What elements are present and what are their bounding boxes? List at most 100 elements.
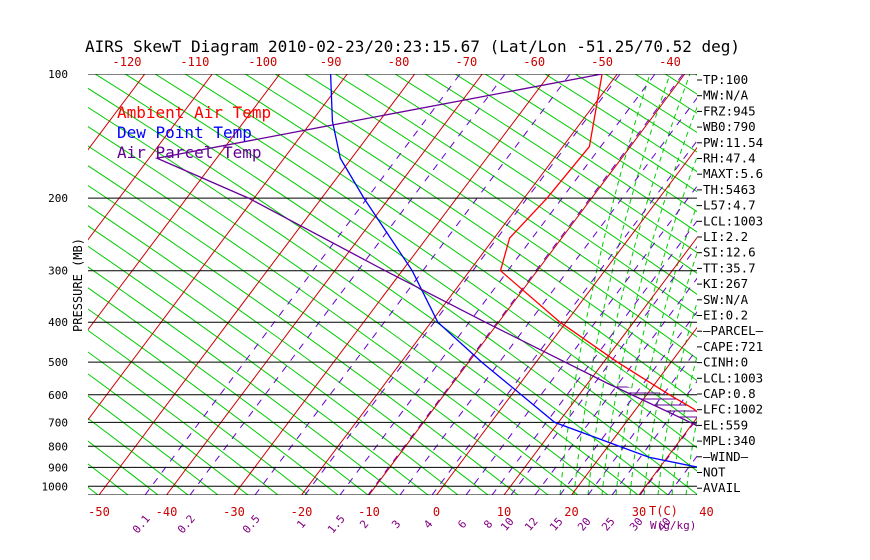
isotherm-line (503, 236, 697, 495)
bottom-tick: -40 (156, 505, 178, 519)
bottom-unit-label: T(C) (649, 504, 678, 518)
dry-adiabat-line (0, 14, 8, 495)
legend-parcel: Air Parcel Temp (117, 143, 262, 162)
dry-adiabat-line (304, 74, 697, 338)
isotherm-line (88, 74, 213, 241)
dry-adiabat-line (604, 74, 697, 134)
dry-adiabat-line (454, 74, 697, 233)
y-axis-label: PRESSURE (MB) (71, 238, 85, 332)
mixing-ratio-label: 0.1 (130, 513, 153, 537)
dry-adiabat-line (88, 329, 309, 495)
side-panel-item: CAPE:721 (703, 339, 763, 354)
profile-series (154, 74, 697, 468)
pressure-tick: 700 (48, 416, 68, 429)
dry-adiabat-line (664, 74, 697, 95)
cape-area (605, 382, 697, 426)
mixing-ratio-line (254, 74, 571, 495)
side-panel-item: TH:5463 (703, 182, 756, 197)
series-line-dewpoint (329, 74, 697, 468)
moist-adiabat-line (573, 74, 671, 495)
mixing-ratio-line (399, 97, 697, 495)
side-panel-item: SI:12.6 (703, 245, 756, 260)
dry-adiabat-line (154, 74, 697, 449)
bottom-tick: 30 (632, 505, 646, 519)
isotherm-line (436, 146, 697, 495)
series-line-parcel (154, 74, 697, 427)
side-panel-item: EL:559 (703, 417, 748, 432)
side-panel-item: MAXT:5.6 (703, 166, 763, 181)
side-panel-item: NOT (703, 465, 726, 480)
mixing-ratio-line (491, 220, 697, 495)
mixing-ratio-unit: W(g/kg) (650, 519, 696, 532)
isobars (88, 74, 697, 495)
dry-adiabat-line (94, 74, 697, 495)
dry-adiabat-line (364, 74, 697, 295)
moist-adiabat-line (643, 251, 697, 495)
pressure-tick: 400 (48, 316, 68, 329)
top-tick: -80 (388, 55, 410, 69)
dry-adiabat-line (334, 74, 697, 317)
mixing-ratio-line (510, 245, 697, 495)
side-panel-item: LFC:1002 (703, 402, 763, 417)
top-tick: -100 (248, 55, 277, 69)
dry-adiabat-line (88, 225, 459, 495)
dry-adiabat-line (88, 145, 579, 495)
dry-adiabat-line (88, 266, 399, 495)
side-panel-item: MW:N/A (703, 88, 749, 103)
pressure-tick: 100 (48, 68, 68, 81)
side-panel-item: AVAIL (703, 480, 741, 495)
chart-title: AIRS SkewT Diagram 2010-02-23/20:23:15.6… (85, 37, 740, 56)
top-tick: -40 (659, 55, 681, 69)
mixing-ratio-label: 6 (455, 518, 469, 531)
bottom-axis-ticks: -50 -40 -30 -20 -10 0 10 20 30 40 (88, 505, 714, 519)
moist-adiabat-line (601, 106, 697, 495)
mixing-ratio-label: 25 (599, 515, 617, 534)
pressure-ticks: 100 200 300 400 500 600 700 800 900 1000 (42, 68, 69, 493)
moist-adiabat-line (671, 354, 697, 495)
mixing-ratio-label: 12 (522, 515, 540, 534)
dry-adiabat-line (214, 74, 697, 404)
isotherm-line (0, 74, 10, 495)
bottom-tick: -50 (88, 505, 110, 519)
dry-adiabat-line (124, 74, 697, 472)
series-line-ambient (499, 74, 697, 413)
top-tick: -120 (113, 55, 142, 69)
isotherm-line (88, 74, 348, 421)
dry-adiabat-line (88, 395, 219, 495)
side-panel-item: MPL:340 (703, 433, 756, 448)
side-panel-item: PW:11.54 (703, 135, 763, 150)
moist-adiabat-line (559, 74, 651, 495)
mixing-ratio-line (534, 277, 697, 495)
side-panel-item: FRZ:945 (703, 103, 756, 118)
moist-adiabat-line (587, 74, 691, 495)
dry-adiabat-line (88, 287, 369, 495)
side-panel-item: L57:4.7 (703, 198, 756, 213)
isotherm-line (368, 74, 686, 495)
top-tick: -90 (320, 55, 342, 69)
dry-adiabat-line (88, 351, 279, 495)
isotherm-line (774, 74, 870, 495)
pressure-tick: 200 (48, 192, 68, 205)
top-axis-ticks: -120 -110 -100 -90 -80 -70 -60 -50 -40 (113, 55, 681, 69)
bottom-tick: 0 (433, 505, 440, 519)
isotherm-line (98, 74, 416, 495)
mixing-ratio-label: 15 (547, 515, 565, 534)
bottom-tick: -10 (358, 505, 380, 519)
side-panel-item: –PARCEL– (703, 323, 764, 338)
dry-adiabat-line (484, 74, 697, 213)
mixing-ratio-label: 8 (481, 518, 495, 531)
mixing-ratio-label: 1 (294, 518, 308, 531)
pressure-tick: 300 (48, 265, 68, 278)
moist-adiabat-line (615, 155, 697, 495)
dry-adiabat-line (88, 106, 639, 495)
pressure-tick: 900 (48, 461, 68, 474)
mixing-ratio-label: 3 (389, 518, 403, 531)
isotherm-line (0, 74, 77, 495)
dry-adiabat-line (544, 74, 697, 173)
bottom-tick: 20 (564, 505, 578, 519)
index-panel: TP:100MW:N/AFRZ:945WB0:790PW:11.54RH:47.… (697, 72, 764, 495)
bottom-tick: -20 (291, 505, 313, 519)
moist-adiabat-line (629, 203, 697, 495)
isotherm-line (88, 74, 146, 151)
dry-adiabat-line (244, 74, 697, 382)
